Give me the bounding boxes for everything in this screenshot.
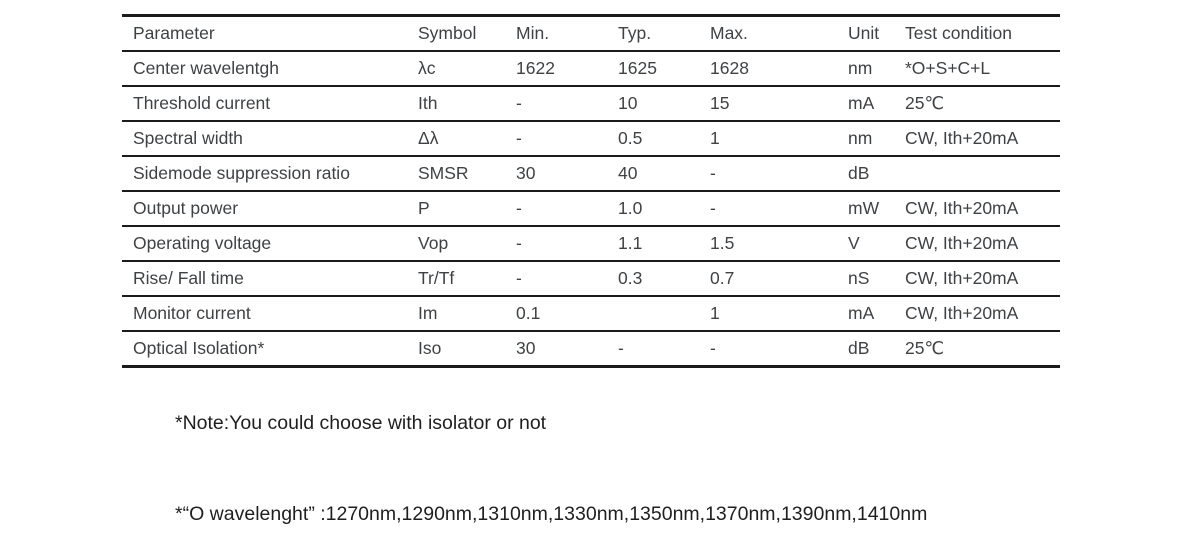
cell-typ: 1.1 xyxy=(618,226,710,262)
cell-symbol: λc xyxy=(418,51,516,87)
cell-test-condition: CW, Ith+20mA xyxy=(905,261,1060,297)
cell-test-condition: CW, Ith+20mA xyxy=(905,191,1060,227)
cell-parameter: Optical Isolation* xyxy=(133,338,265,358)
cell-unit: dB xyxy=(848,338,870,358)
note-o-wavelength: *“O wavelenght” :1270nm,1290nm,1310nm,13… xyxy=(175,503,928,525)
cell-typ: 0.5 xyxy=(618,121,710,157)
cell-parameter: Spectral width xyxy=(122,121,418,157)
cell-min: - xyxy=(516,86,618,122)
cell-typ: - xyxy=(618,338,624,358)
col-header-min: Min. xyxy=(516,15,618,52)
cell-max: 15 xyxy=(710,86,848,122)
cell-test-condition: CW, Ith+20mA xyxy=(905,296,1060,332)
col-header-typ: Typ. xyxy=(618,15,710,52)
table-row-output-power: Output power P - 1.0 - mW CW, Ith+20mA xyxy=(122,191,1060,227)
table-row-optical-isolation: Optical Isolation* Iso 30 - - dB 25℃ xyxy=(122,331,1060,367)
cell-symbol: Ith xyxy=(418,86,516,122)
cell-max: 1628 xyxy=(710,51,848,87)
table-row-operating-voltage: Operating voltage Vop - 1.1 1.5 V CW, It… xyxy=(122,226,1060,262)
cell-symbol: Tr/Tf xyxy=(418,261,516,297)
cell-max: 1 xyxy=(710,121,848,157)
cell-symbol: Im xyxy=(418,296,516,332)
cell-min: - xyxy=(516,261,618,297)
cell-max: - xyxy=(710,191,848,227)
col-header-parameter: Parameter xyxy=(122,15,418,52)
cell-parameter: Operating voltage xyxy=(122,226,418,262)
cell-symbol: SMSR xyxy=(418,156,516,192)
cell-test-condition: CW, Ith+20mA xyxy=(905,121,1060,157)
cell-unit: nS xyxy=(848,261,905,297)
col-header-test-condition: Test condition xyxy=(905,15,1060,52)
cell-test-condition: CW, Ith+20mA xyxy=(905,226,1060,262)
cell-typ: 10 xyxy=(618,86,710,122)
cell-test-condition: *O+S+C+L xyxy=(905,51,1060,87)
table-row-monitor-current: Monitor current Im 0.1 1 mA CW, Ith+20mA xyxy=(122,296,1060,332)
cell-parameter: Monitor current xyxy=(122,296,418,332)
cell-parameter: Sidemode suppression ratio xyxy=(122,156,418,192)
cell-typ xyxy=(618,296,710,332)
cell-symbol: Vop xyxy=(418,226,516,262)
cell-min: 30 xyxy=(516,156,618,192)
cell-typ: 0.3 xyxy=(618,261,710,297)
cell-min: - xyxy=(516,191,618,227)
cell-min: - xyxy=(516,226,618,262)
note-isolator: *Note:You could choose with isolator or … xyxy=(175,412,547,434)
col-header-symbol: Symbol xyxy=(418,15,516,52)
cell-unit: mA xyxy=(848,86,905,122)
footnotes: *Note:You could choose with isolator or … xyxy=(175,366,946,556)
table-row-rise-fall-time: Rise/ Fall time Tr/Tf - 0.3 0.7 nS CW, I… xyxy=(122,261,1060,297)
cell-max: - xyxy=(710,156,848,192)
cell-max: 1.5 xyxy=(710,226,848,262)
cell-symbol: Iso xyxy=(418,338,442,358)
col-header-unit: Unit xyxy=(848,15,905,52)
cell-parameter: Center wavelentgh xyxy=(122,51,418,87)
cell-max: 0.7 xyxy=(710,261,848,297)
table-row-threshold-current: Threshold current Ith - 10 15 mA 25℃ xyxy=(122,86,1060,122)
cell-parameter: Output power xyxy=(122,191,418,227)
spec-table: Parameter Symbol Min. Typ. Max. Unit Tes… xyxy=(122,14,1060,368)
cell-test-condition xyxy=(905,156,1060,192)
cell-max: - xyxy=(710,338,716,358)
cell-unit: mA xyxy=(848,296,905,332)
cell-test-condition: 25℃ xyxy=(905,86,1060,122)
cell-unit: dB xyxy=(848,156,905,192)
cell-unit: nm xyxy=(848,51,905,87)
cell-test-condition: 25℃ xyxy=(905,338,945,358)
cell-symbol: Δλ xyxy=(418,121,516,157)
header-row: Parameter Symbol Min. Typ. Max. Unit Tes… xyxy=(122,15,1060,52)
table-row-center-wavelength: Center wavelentgh λc 1622 1625 1628 nm *… xyxy=(122,51,1060,87)
cell-parameter: Threshold current xyxy=(122,86,418,122)
cell-typ: 1.0 xyxy=(618,191,710,227)
table-row-spectral-width: Spectral width Δλ - 0.5 1 nm CW, Ith+20m… xyxy=(122,121,1060,157)
cell-typ: 40 xyxy=(618,156,710,192)
cell-min: 30 xyxy=(516,338,536,358)
cell-parameter: Rise/ Fall time xyxy=(122,261,418,297)
cell-unit: mW xyxy=(848,191,905,227)
table-row-smsr: Sidemode suppression ratio SMSR 30 40 - … xyxy=(122,156,1060,192)
cell-min: 1622 xyxy=(516,51,618,87)
cell-max: 1 xyxy=(710,296,848,332)
cell-symbol: P xyxy=(418,191,516,227)
cell-min: 0.1 xyxy=(516,296,618,332)
cell-unit: nm xyxy=(848,121,905,157)
cell-typ: 1625 xyxy=(618,51,710,87)
cell-min: - xyxy=(516,121,618,157)
cell-unit: V xyxy=(848,226,905,262)
col-header-max: Max. xyxy=(710,15,848,52)
